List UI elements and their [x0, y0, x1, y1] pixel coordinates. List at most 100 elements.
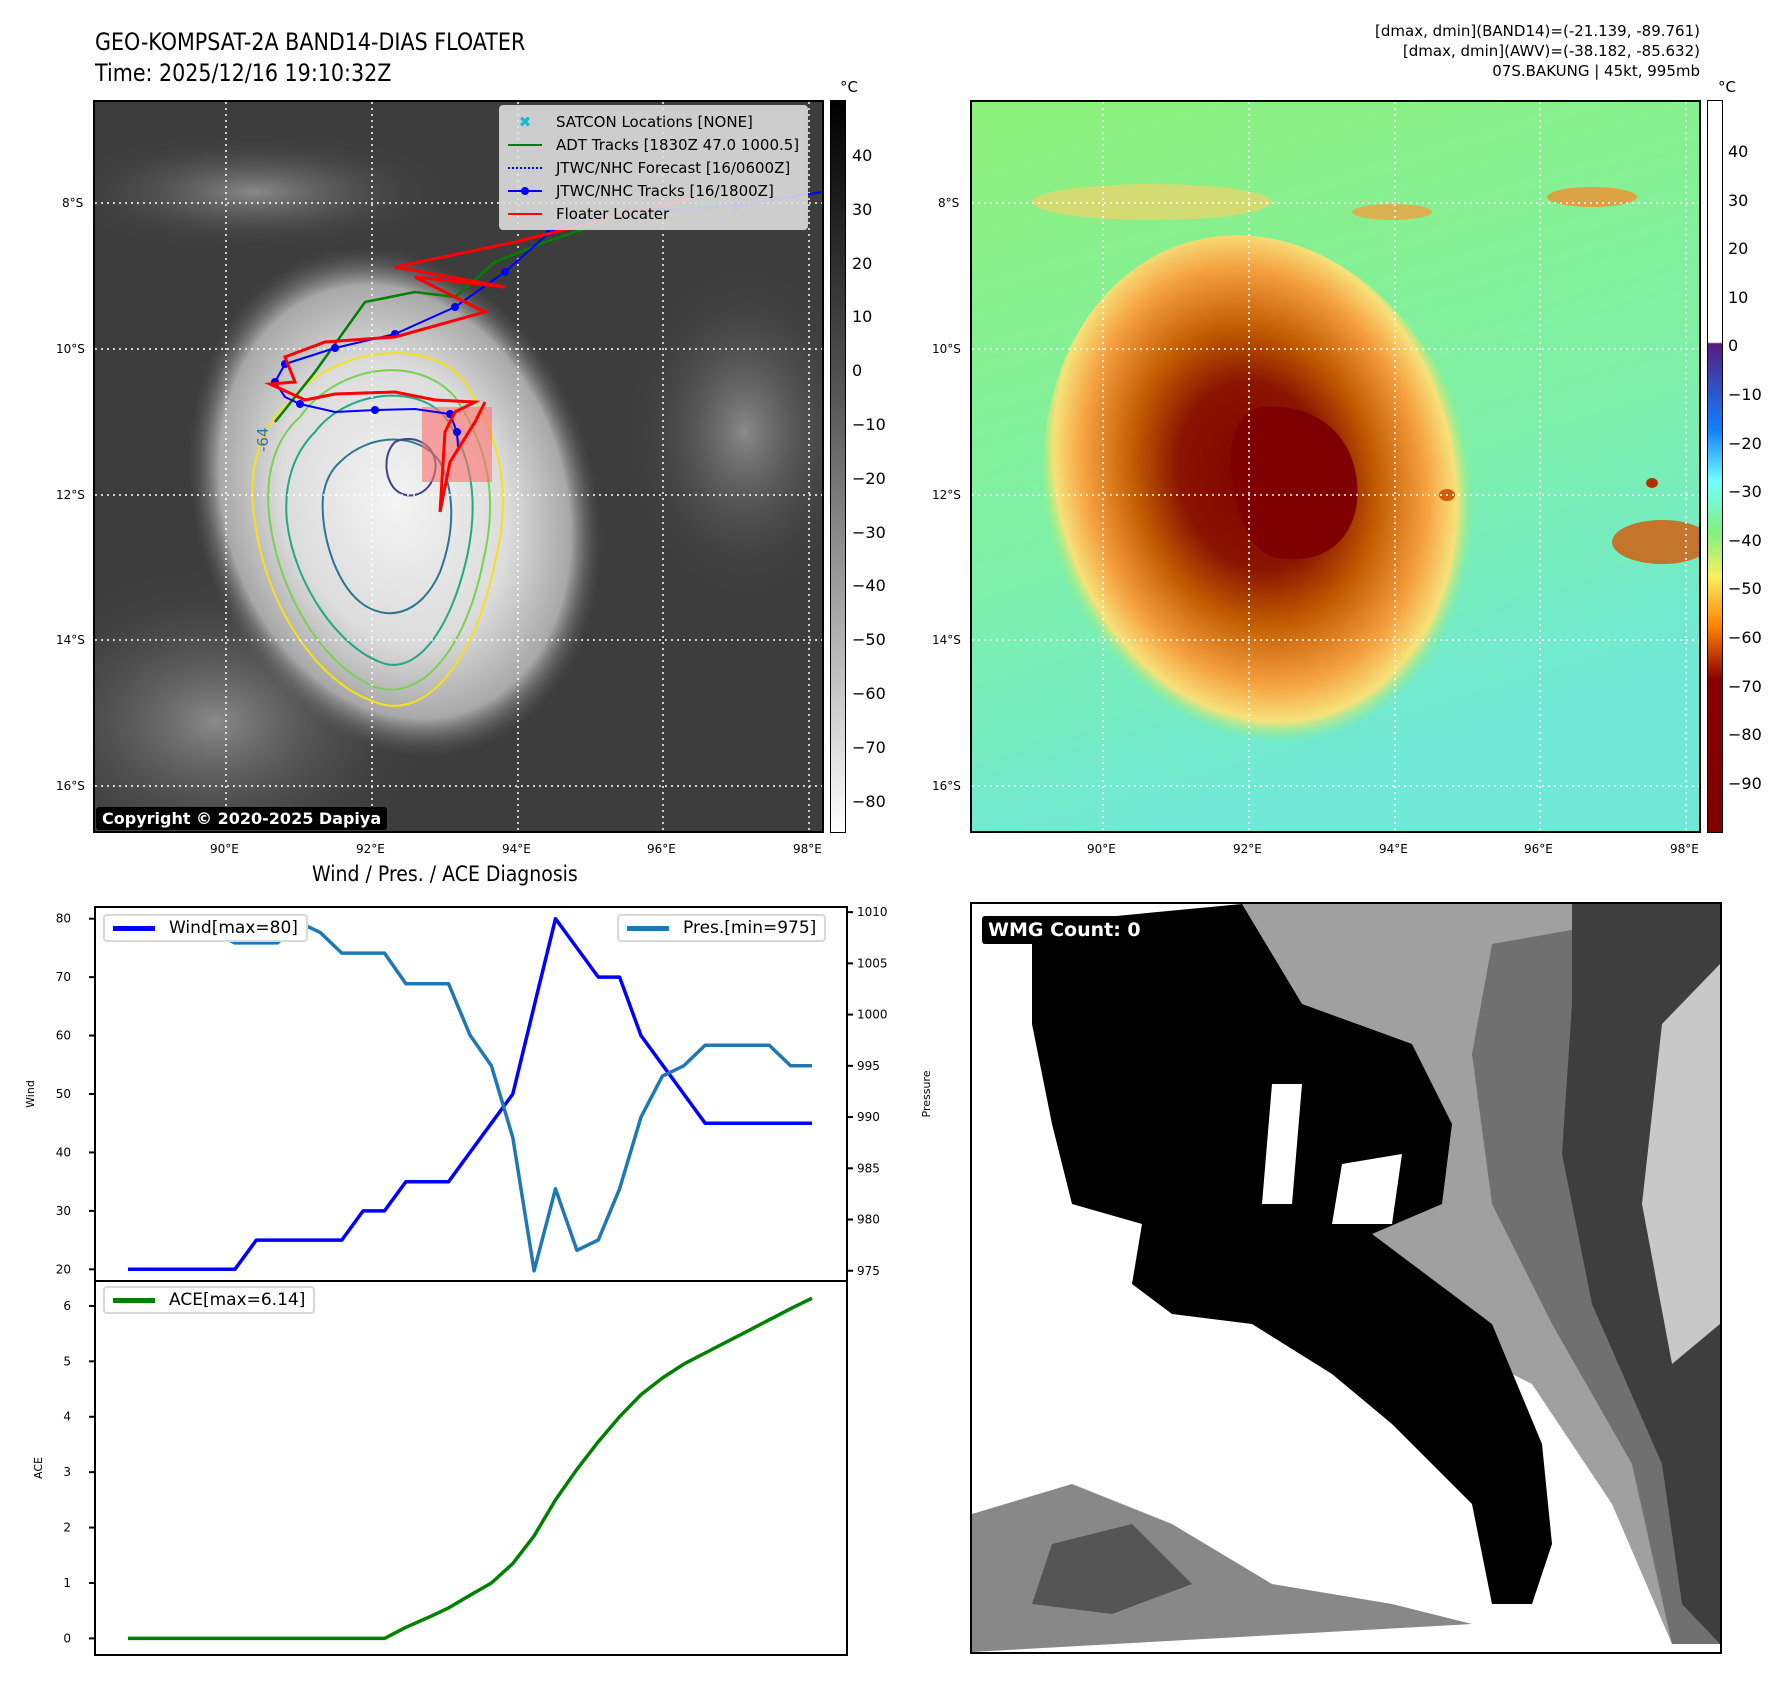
ace-data-point	[255, 1637, 258, 1640]
colorbar-tick-label: 20	[852, 253, 873, 273]
pressure-data-point	[383, 952, 386, 955]
ace-series-line	[128, 1296, 813, 1641]
color-enhanced-map	[970, 100, 1701, 833]
lon-label: 94°E	[1379, 842, 1408, 856]
lat-label: 16°S	[932, 779, 961, 793]
ace-data-point	[469, 1594, 472, 1597]
contour-31	[251, 352, 505, 707]
pressure-data-point	[597, 1239, 600, 1242]
colorbar-tick-label: −20	[852, 468, 886, 488]
wind-data-point	[191, 1268, 194, 1271]
x-marker-icon: ✖	[518, 112, 532, 131]
lon-label: 96°E	[647, 842, 676, 856]
wind-data-point	[490, 1122, 493, 1125]
wind-data-point	[298, 1239, 301, 1242]
wind-data-point	[404, 1180, 407, 1183]
legend-item-forecast: JTWC/NHC Forecast [16/0600Z]	[508, 156, 799, 179]
ace-data-point	[490, 1581, 493, 1584]
pressure-data-point	[682, 1064, 685, 1067]
ace-data-point	[127, 1637, 130, 1640]
pressure-data-point	[426, 982, 429, 985]
wind-tick-label: 80	[56, 912, 71, 926]
colorbar-tick-label: −90	[1728, 773, 1762, 793]
wind-data-point	[447, 1180, 450, 1183]
pressure-line-swatch-icon	[627, 925, 669, 931]
wind-tick-label: 30	[56, 1204, 71, 1218]
lon-label: 98°E	[793, 842, 822, 856]
ace-data-point	[661, 1376, 664, 1379]
ace-data-point	[533, 1534, 536, 1537]
ace-axes-frame	[94, 1280, 848, 1656]
pressure-series-line	[128, 920, 812, 1273]
color-colorbar	[1707, 100, 1723, 833]
colorbar-tick-label: 40	[1728, 142, 1749, 161]
pressure-data-point	[362, 952, 365, 955]
lat-label: 10°S	[56, 342, 85, 356]
wind-tick-label: 50	[56, 1087, 71, 1101]
colorbar-tick-label: −40	[852, 576, 886, 596]
info-storm: 07S.BAKUNG | 45kt, 995mb	[1492, 62, 1700, 80]
contour-label: -64	[254, 428, 272, 453]
colorbar-tick-label: 0	[852, 361, 863, 381]
wind-data-point	[554, 917, 557, 920]
wmg-region-white	[1332, 1154, 1402, 1224]
wmg-region-white	[1262, 1084, 1302, 1204]
lat-label: 12°S	[932, 488, 961, 502]
ace-data-point	[383, 1637, 386, 1640]
colorbar-tick-label: −60	[852, 684, 886, 703]
pressure-data-point	[490, 1064, 493, 1067]
cyclone-core	[1231, 406, 1358, 560]
wind-data-point	[682, 1093, 685, 1096]
pressure-tick-label: 975	[857, 1264, 880, 1278]
pressure-legend: Pres.[min=975]	[617, 914, 827, 942]
wind-axis-label: Wind	[24, 1080, 37, 1108]
color-map-canvas	[972, 102, 1699, 831]
wind-data-point	[340, 1239, 343, 1242]
ace-tick-label: 5	[63, 1354, 71, 1368]
colorbar-tick-label: 30	[852, 199, 873, 219]
lon-label: 92°E	[356, 842, 385, 856]
floater-locater-track	[264, 195, 696, 513]
wind-data-point	[319, 1239, 322, 1242]
cloud-band	[1032, 184, 1272, 220]
wmg-region-black	[1032, 904, 1552, 1604]
ace-axis-label: ACE	[32, 1457, 45, 1479]
wind-tick-label: 60	[56, 1029, 71, 1043]
ace-data-point	[511, 1562, 514, 1565]
wind-data-point	[661, 1063, 664, 1066]
colorbar-tick-label: −30	[852, 522, 886, 542]
legend-item-adt: ADT Tracks [1830Z 47.0 1000.5]	[508, 133, 799, 156]
pressure-data-point	[319, 931, 322, 934]
wind-data-point	[511, 1093, 514, 1096]
lat-label: 12°S	[56, 488, 85, 502]
wind-data-point	[725, 1122, 728, 1125]
figure-time: Time: 2025/12/16 19:10:32Z	[95, 59, 392, 87]
ir-satellite-map: -64 ✖ SATCON Locations [NONE] ADT Tracks	[93, 100, 824, 833]
ace-data-point	[789, 1307, 792, 1310]
cloud-band	[1547, 187, 1637, 207]
color-colorbar-unit: °C	[1718, 78, 1736, 96]
figure-title: GEO-KOMPSAT-2A BAND14-DIAS FLOATER	[95, 28, 526, 56]
solid-line-icon	[508, 140, 542, 150]
colorbar-tick-label: 30	[1728, 190, 1749, 210]
ace-data-point	[362, 1637, 365, 1640]
cirrus-haze-e	[625, 262, 822, 602]
wind-data-point	[212, 1268, 215, 1271]
ace-data-point	[811, 1297, 814, 1300]
wmg-panel: WMG Count: 0	[970, 902, 1722, 1654]
wind-data-point	[597, 976, 600, 979]
colorbar-tick-label: −50	[852, 630, 886, 650]
wind-data-point	[533, 1005, 536, 1008]
colorbar-tick-label: −70	[1728, 676, 1762, 696]
colorbar-tick-label: −40	[1728, 530, 1762, 550]
ace-data-point	[597, 1440, 600, 1443]
lon-label: 94°E	[502, 842, 531, 856]
lon-label: 90°E	[210, 842, 239, 856]
lon-label: 90°E	[1087, 842, 1116, 856]
ace-tick-label: 0	[63, 1631, 71, 1645]
wind-data-point	[233, 1268, 236, 1271]
colorbar-tick-label: 20	[1728, 239, 1749, 259]
lat-label: 8°S	[62, 196, 84, 210]
wind-series-line	[128, 916, 812, 1272]
wind-data-point	[704, 1122, 707, 1125]
